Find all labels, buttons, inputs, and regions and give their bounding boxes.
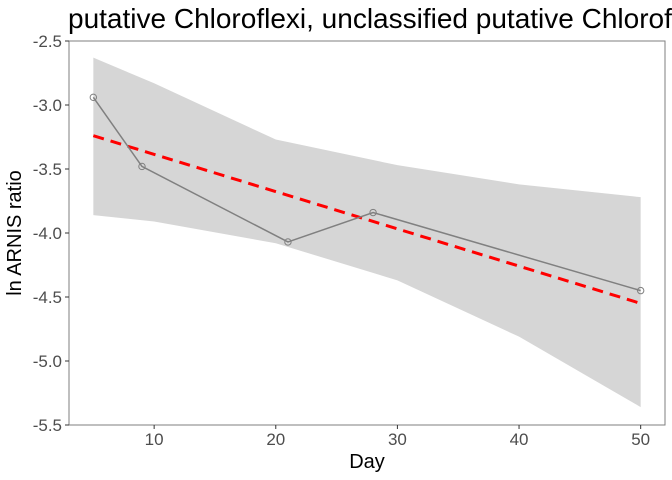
x-axis-title: Day (349, 451, 385, 473)
x-axis: 10 20 30 40 50 (145, 425, 650, 449)
confidence-band-layer (93, 57, 641, 408)
y-tick-label: -2.5 (33, 32, 62, 51)
series-layer (89, 93, 645, 295)
x-tick-label: 20 (266, 430, 285, 449)
confidence-band (93, 57, 641, 408)
y-axis-title: ln ARNIS ratio (4, 170, 26, 296)
y-tick-label: -4.5 (33, 288, 62, 307)
series-line (92, 96, 641, 292)
data-point (369, 208, 377, 217)
chart-title-group: putative Chloroflexi, unclassified putat… (68, 3, 672, 34)
y-tick-label: -3.5 (33, 160, 62, 179)
data-point (284, 238, 292, 246)
data-point (89, 93, 98, 102)
y-axis: -2.5 -3.0 -3.5 -4.0 -4.5 -5.0 -5.5 (33, 32, 69, 435)
y-tick-label: -5.0 (33, 352, 62, 371)
data-point (636, 286, 645, 295)
x-tick-label: 40 (510, 430, 529, 449)
y-tick-label: -4.0 (33, 224, 62, 243)
trend-line (92, 134, 642, 305)
x-tick-label: 10 (145, 430, 164, 449)
x-tick-label: 50 (631, 430, 650, 449)
y-tick-label: -5.5 (33, 416, 62, 435)
trend-layer (92, 134, 642, 305)
data-point (138, 162, 146, 171)
chart-title: putative Chloroflexi, unclassified putat… (68, 3, 672, 34)
y-tick-label: -3.0 (33, 96, 62, 115)
x-tick-label: 30 (388, 430, 407, 449)
